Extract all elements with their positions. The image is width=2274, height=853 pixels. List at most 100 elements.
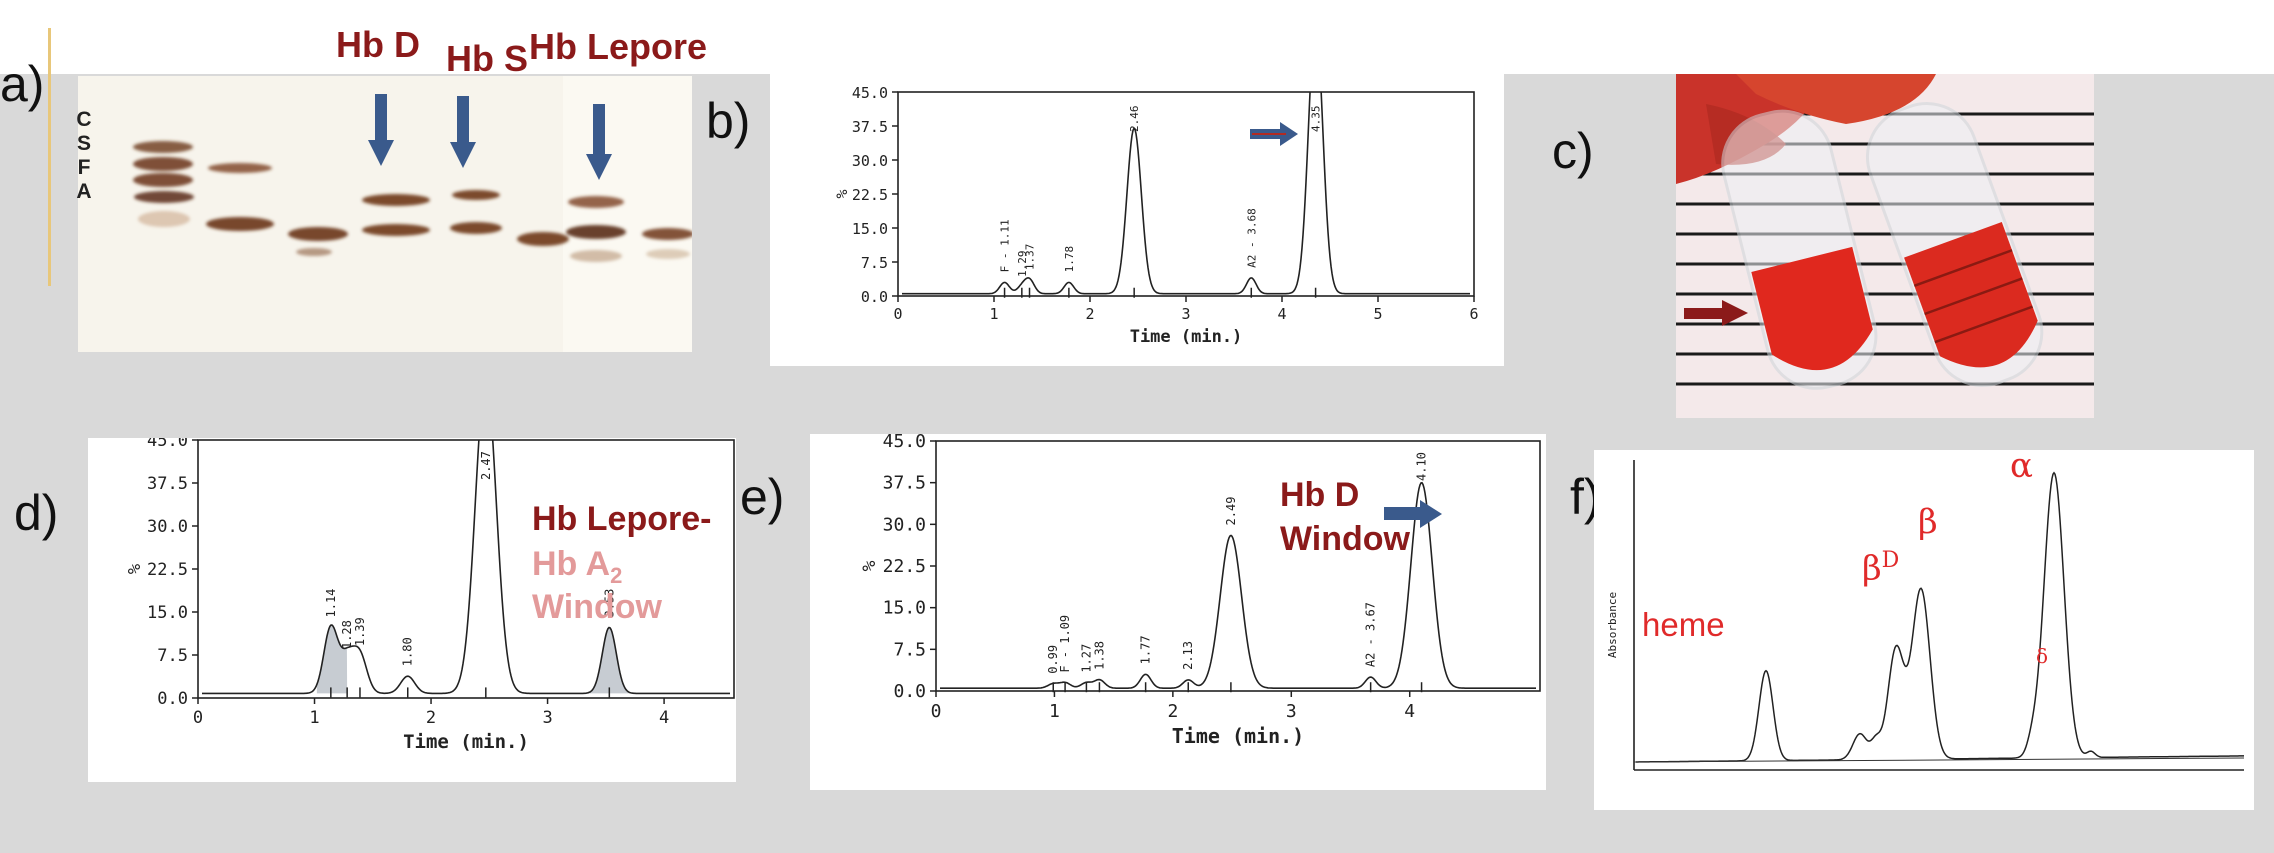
x-axis-label: Time (min.) (1172, 724, 1304, 748)
peak-label: 1.28 (340, 620, 354, 649)
series-line (202, 440, 730, 695)
arrow-down-icon (368, 94, 394, 166)
peak-label-alpha: α (2010, 446, 2033, 486)
y-tick-label: 0.0 (893, 681, 926, 702)
peak-label: 1.37 (1024, 244, 1037, 271)
peak-label: A2 - 3.68 (1245, 208, 1258, 268)
x-tick-label: 0 (931, 701, 942, 722)
hbd-window-line1: Hb D (1280, 476, 1360, 514)
lepore-annotation-line3: Window (532, 588, 662, 626)
chromatogram-e: 0.0 7.5 15.0 22.5 30.0 37.5 45.0 0 1 2 3 4 Time (min… (810, 434, 1546, 790)
y-axis-label: Absorbance (1606, 592, 1619, 658)
plot-frame (897, 91, 1475, 297)
arrow-right-icon (1250, 122, 1298, 146)
peak-label: 2.47 (479, 451, 493, 480)
y-tick-label: 30.0 (147, 517, 188, 537)
y-tick-label: 22.5 (147, 560, 188, 580)
peak-label: F - 1.09 (1058, 615, 1072, 673)
peak-label: 1.78 (1063, 246, 1076, 273)
peak-label-beta: β (1918, 502, 1938, 542)
y-tick-label: 15.0 (147, 603, 188, 623)
y-tick-label: 37.5 (852, 118, 888, 136)
peak-label: 1.80 (401, 637, 415, 666)
x-tick-label: 6 (1469, 305, 1478, 323)
x-tick-label: 1 (989, 305, 998, 323)
peak-label: 1.39 (353, 617, 367, 646)
y-tick-label: 30.0 (883, 514, 926, 535)
lane-letter-c: C (76, 108, 92, 131)
panel-label-d: d) (14, 485, 59, 541)
gel-lane-letters: C S F A (72, 108, 96, 204)
y-tick-label: 15.0 (883, 598, 926, 619)
panel-label-a: a) (0, 56, 45, 112)
peak-label-beta-d-sup: D (1881, 548, 1900, 573)
y-tick-label: 37.5 (883, 473, 926, 494)
y-tick-label: 45.0 (883, 434, 926, 452)
peak-label: F - 1.11 (999, 219, 1012, 272)
top-band (0, 0, 2274, 74)
lane-letter-f: F (77, 156, 91, 179)
y-tick-label: 30.0 (852, 152, 888, 170)
peak-label: 2.13 (1181, 641, 1195, 670)
series-line (1636, 471, 2244, 763)
y-tick-label: 37.5 (147, 474, 188, 494)
chromatogram-b: 0.0 7.5 15.0 22.5 30.0 37.5 45.0 0 1 2 3 4 5 6 Time (m… (770, 74, 1504, 366)
y-axis-label: % (833, 189, 851, 198)
y-axis-label: % (859, 560, 880, 571)
arrow-down-icon (586, 104, 612, 180)
x-tick-label: 5 (1373, 305, 1382, 323)
peak-label: 1.27 (1079, 644, 1093, 673)
y-axis-label: % (125, 564, 145, 574)
x-tick-label: 2 (426, 708, 436, 728)
chromatogram-d: 0.0 7.5 15.0 22.5 30.0 37.5 45.0 0 1 2 3 4 Time (min… (88, 438, 736, 782)
peak-label: A2 - 3.67 (1364, 602, 1378, 667)
arrow-right-icon (1384, 500, 1442, 528)
peak-label: 0.99 (1046, 645, 1060, 674)
hb-s-label: Hb S (446, 38, 529, 79)
lane-letter-a: A (76, 180, 92, 203)
peak-label-heme: heme (1642, 606, 1725, 643)
x-axis-label: Time (min.) (403, 731, 529, 753)
x-tick-label: 3 (1181, 305, 1190, 323)
peak-fill (316, 625, 348, 694)
series-line (902, 92, 1470, 295)
y-tick-label: 0.0 (861, 288, 888, 306)
x-tick-label: 3 (542, 708, 552, 728)
x-tick-label: 4 (1404, 701, 1415, 722)
x-tick-label: 3 (1286, 701, 1297, 722)
x-axis-label: Time (min.) (1130, 327, 1243, 347)
arrow-right-icon (1684, 300, 1748, 326)
peak-label: 4.10 (1415, 452, 1429, 481)
panel-label-e: e) (740, 469, 785, 525)
x-tick-label: 0 (893, 305, 902, 323)
lane-letter-s: S (76, 132, 91, 155)
y-tick-label: 7.5 (893, 639, 926, 660)
y-tick-label: 22.5 (852, 186, 888, 204)
gel-arrows (368, 94, 612, 180)
peak-label-delta: δ (2036, 644, 2049, 668)
series-line (940, 481, 1536, 689)
peak-label: 1.14 (324, 589, 338, 618)
x-tick-label: 4 (1277, 305, 1286, 323)
x-tick-label: 2 (1167, 701, 1178, 722)
y-tick-label: 7.5 (861, 254, 888, 272)
panel-label-c: c) (1552, 123, 1594, 179)
peak-fill (582, 627, 659, 694)
y-tick-label: 22.5 (883, 556, 926, 577)
x-tick-label: 1 (1049, 701, 1060, 722)
gel-marker-line (48, 28, 51, 286)
baseline (1633, 757, 2245, 763)
peak-label: 1.29 (1016, 250, 1029, 277)
y-tick-label: 7.5 (157, 646, 188, 666)
lepore-annotation-line1: Hb Lepore- (532, 500, 712, 538)
peak-label: 1.38 (1092, 641, 1106, 670)
x-tick-label: 1 (309, 708, 319, 728)
hb-lepore-label: Hb Lepore (529, 26, 708, 67)
chromatogram-f: Absorbance (1594, 450, 2254, 810)
hb-d-label: Hb D (336, 24, 420, 65)
peak-label: 4.35 (1310, 106, 1323, 133)
y-tick-label: 0.0 (157, 689, 188, 709)
lepore-annotation-line2: Hb A2 (532, 545, 623, 588)
y-tick-label: 45.0 (147, 438, 188, 451)
x-tick-label: 4 (659, 708, 669, 728)
